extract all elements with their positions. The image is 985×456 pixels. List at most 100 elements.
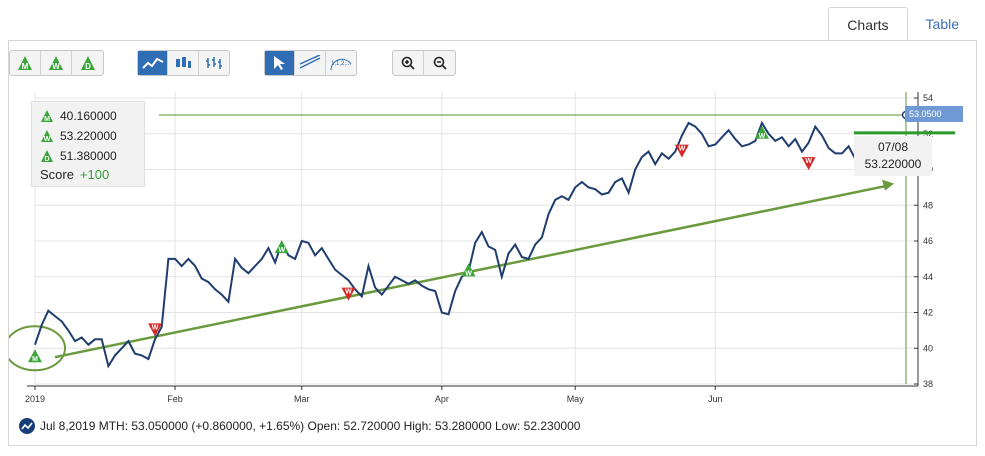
sell-signal-icon xyxy=(674,144,689,158)
fibonacci-label: 1,1,2,... xyxy=(331,61,351,67)
signal-letter: W xyxy=(679,146,686,153)
sell-signal-marker: W xyxy=(148,323,163,337)
svg-text:W: W xyxy=(44,136,51,143)
x-axis: 2019 Feb Mar Apr May Jun xyxy=(25,385,918,404)
x-tick-label: Mar xyxy=(294,394,310,404)
svg-text:W: W xyxy=(52,62,60,71)
y-tick-label: 48 xyxy=(923,200,933,210)
signal-letter: M xyxy=(32,356,38,363)
sell-signal-marker: W xyxy=(801,157,816,171)
legend-value-daily: 51.380000 xyxy=(60,149,117,163)
svg-text:D: D xyxy=(85,62,91,71)
chart-type-group xyxy=(137,50,230,76)
legend-row-weekly: W 53.220000 xyxy=(40,127,117,145)
zoom-in-button[interactable] xyxy=(393,51,424,75)
buy-signal-icon xyxy=(28,349,42,363)
signal-letter: W xyxy=(759,133,766,140)
buy-signal-marker: W xyxy=(461,263,476,277)
sell-signal-icon xyxy=(148,323,163,337)
monthly-buy-icon: M xyxy=(41,110,53,123)
line-chart-icon xyxy=(141,57,164,69)
zoom-in-icon xyxy=(401,56,415,70)
price-line-series xyxy=(34,120,903,369)
x-tick-label: Jun xyxy=(708,394,723,404)
svg-text:M: M xyxy=(22,62,29,71)
last-price-tag: 53.0500 xyxy=(905,106,963,122)
y-tick-label: 40 xyxy=(923,343,933,353)
fibonacci-button[interactable]: 1,1,2,... xyxy=(326,51,356,75)
x-tick-label: May xyxy=(567,394,585,404)
monthly-signal-highlight-circle xyxy=(9,325,66,372)
tab-charts[interactable]: Charts xyxy=(828,7,908,41)
candlestick-icon xyxy=(176,57,192,68)
drawing-tools-group: 1,1,2,... xyxy=(264,50,357,76)
trend-arrowhead xyxy=(882,179,894,191)
y-tick-label: 46 xyxy=(923,236,933,246)
cursor-button[interactable] xyxy=(265,51,296,75)
line-series-icon xyxy=(19,418,35,434)
legend-row-daily: D 51.380000 xyxy=(40,147,117,165)
line-chart-button[interactable] xyxy=(138,51,169,75)
tooltip-value: 53.220000 xyxy=(864,157,922,171)
legend-value-weekly: 53.220000 xyxy=(60,129,117,143)
svg-text:M: M xyxy=(44,116,50,123)
y-tick-label: 42 xyxy=(923,308,933,318)
ohlc-icon xyxy=(205,57,222,69)
weekly-signal-button[interactable]: W xyxy=(41,51,72,75)
legend-row-monthly: M 40.160000 xyxy=(40,107,117,125)
y-tick-label: 54 xyxy=(923,93,933,103)
svg-text:D: D xyxy=(44,156,49,163)
chart-grid xyxy=(34,92,914,385)
fibonacci-icon: 1,1,2,... xyxy=(330,58,352,71)
x-tick-label: Feb xyxy=(167,394,183,404)
weekly-signal-icon: W xyxy=(49,56,63,71)
zoom-out-button[interactable] xyxy=(424,51,455,75)
buy-signal-marker: W xyxy=(274,240,289,254)
signal-toolbar-group: M W D xyxy=(9,50,104,76)
trendline-icon xyxy=(299,55,321,69)
buy-signal-icon xyxy=(754,125,769,139)
signal-letter: W xyxy=(465,270,472,277)
cursor-arrow-icon xyxy=(273,56,285,70)
tab-table[interactable]: Table xyxy=(925,16,959,32)
x-tick-label: 2019 xyxy=(25,394,45,404)
sell-signal-icon xyxy=(341,287,356,301)
crosshair-tooltip: 07/08 53.220000 xyxy=(854,136,932,176)
x-tick-label: Apr xyxy=(435,394,449,404)
signal-letter: W xyxy=(152,324,159,331)
buy-signal-icon xyxy=(461,263,476,277)
daily-signal-icon: D xyxy=(80,56,95,71)
monthly-signal-button[interactable]: M xyxy=(10,51,41,75)
sell-signal-marker: W xyxy=(674,144,689,158)
quote-summary-text: Jul 8,2019 MTH: 53.050000 (+0.860000, +1… xyxy=(40,419,581,433)
sell-signal-marker: W xyxy=(341,287,356,301)
monthly-signal-icon: M xyxy=(18,56,32,71)
ohlc-button[interactable] xyxy=(199,51,229,75)
signal-markers: M W W W W W W W xyxy=(28,125,816,363)
tooltip-date: 07/08 xyxy=(877,140,909,154)
daily-buy-icon: D xyxy=(41,150,53,163)
daily-signal-button[interactable]: D xyxy=(72,51,103,75)
zoom-out-icon xyxy=(433,56,447,70)
y-tick-label: 38 xyxy=(923,379,933,389)
sell-signal-icon xyxy=(801,157,816,171)
buy-signal-icon xyxy=(274,240,289,254)
view-tabs: Charts Table xyxy=(828,7,977,41)
y-tick-label: 44 xyxy=(923,272,933,282)
signal-legend: M 40.160000 W 53.220000 D 51.380000 Scor… xyxy=(31,101,145,187)
score-label: Score xyxy=(40,167,74,182)
candlestick-button[interactable] xyxy=(168,51,199,75)
legend-value-monthly: 40.160000 xyxy=(60,109,117,123)
trend-arrow xyxy=(54,179,894,359)
buy-signal-marker: M xyxy=(28,349,42,363)
signal-letter: W xyxy=(278,247,285,254)
signal-letter: W xyxy=(345,289,352,296)
signal-letter: W xyxy=(805,158,812,165)
zoom-group xyxy=(392,50,456,76)
quote-footer: Jul 8,2019 MTH: 53.050000 (+0.860000, +1… xyxy=(19,417,580,435)
chart-panel: M W D 1,1,2,... 384042444648505254 2019F… xyxy=(8,40,977,446)
score-value: +100 xyxy=(79,167,110,182)
trendline-button[interactable] xyxy=(295,51,326,75)
buy-signal-marker: W xyxy=(754,125,769,140)
